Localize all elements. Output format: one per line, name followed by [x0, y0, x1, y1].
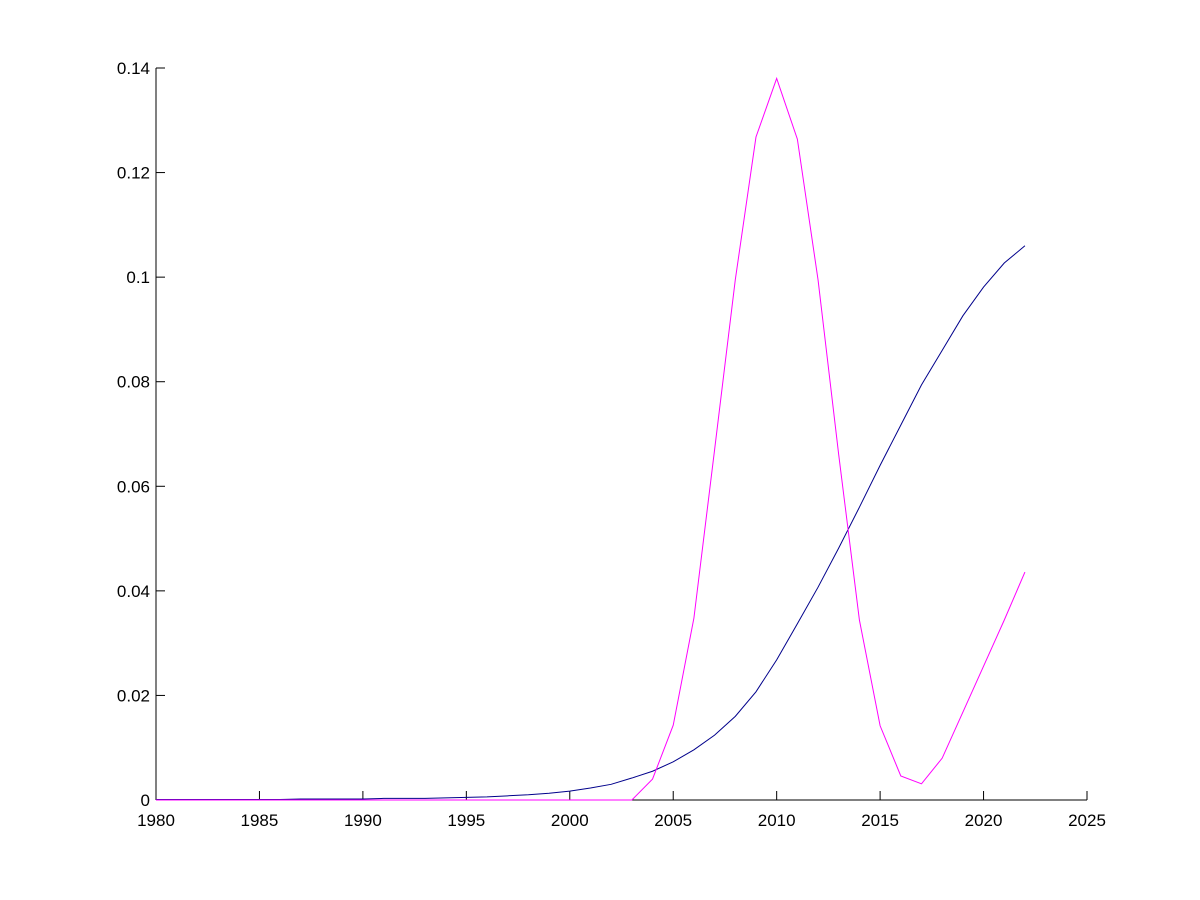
y-tick-label: 0.02: [117, 686, 150, 705]
y-tick-label: 0: [141, 791, 150, 810]
x-tick-label: 1980: [137, 811, 175, 830]
x-tick-label: 1995: [447, 811, 485, 830]
y-tick-label: 0.12: [117, 164, 150, 183]
y-tick-label: 0.1: [126, 268, 150, 287]
x-tick-label: 2015: [861, 811, 899, 830]
series-line: [156, 76, 1026, 801]
x-tick-label: 1990: [344, 811, 382, 830]
x-tick-label: 2000: [551, 811, 589, 830]
x-tick-label: 2025: [1068, 811, 1106, 830]
y-tick-label: 0.14: [117, 59, 150, 78]
x-tick-label: 1985: [241, 811, 279, 830]
x-tick-label: 2010: [758, 811, 796, 830]
x-tick-label: 2020: [965, 811, 1003, 830]
y-tick-label: 0.08: [117, 373, 150, 392]
y-tick-label: 0.06: [117, 477, 150, 496]
series-line: [156, 245, 1026, 800]
x-tick-label: 2005: [654, 811, 692, 830]
y-tick-label: 0.04: [117, 582, 150, 601]
